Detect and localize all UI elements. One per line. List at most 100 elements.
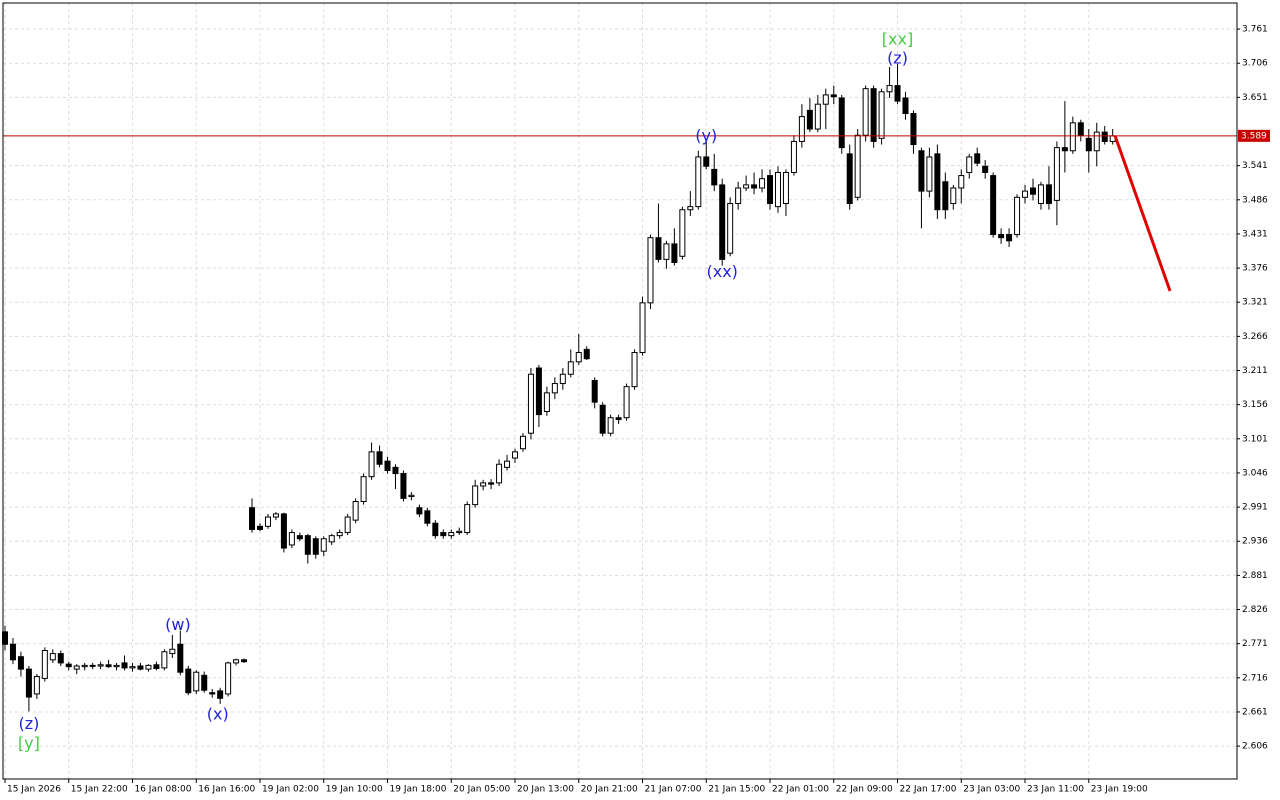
candle-body [751,184,758,189]
candle-body [1029,187,1036,195]
candle-body [878,91,885,139]
candle-body [249,507,256,530]
candle-body [1093,131,1100,152]
x-tick-label: 16 Jan 08:00 [134,785,191,795]
candle-body [233,659,240,664]
y-tick-label: 3.156 [1242,400,1268,410]
candle-body [368,451,375,478]
candle-body [527,373,534,434]
candle-body [918,150,925,192]
candle-body [743,184,750,189]
candle-body [89,664,96,667]
candle-body [456,530,463,534]
candle-body [177,643,184,673]
candle-body [137,665,144,670]
candle-body [280,513,287,549]
candle-body [583,348,590,360]
candle-body [719,184,726,260]
candle-body [543,392,550,412]
candle-body [296,535,303,540]
candle-body [591,379,598,403]
y-tick-label: 2.936 [1242,537,1268,547]
plot-frame [2,2,1238,780]
candle-body [950,187,957,205]
candle-body [1085,137,1092,152]
x-tick-label: 20 Jan 21:00 [581,785,638,795]
candle-body [671,243,678,263]
last-price-box [1238,129,1270,142]
candle-body [1101,131,1108,142]
candle-body [870,88,877,142]
y-tick-label: 3.046 [1242,468,1268,478]
last-price-label: 3.589 [1241,131,1267,141]
candle-body [496,463,503,484]
x-tick-label: 21 Jan 15:00 [708,785,765,795]
wave-label: [xx] [882,30,913,49]
candle-body [982,165,989,173]
candle-body [902,97,909,115]
wave-label: [y] [18,734,40,753]
candle-body [472,485,479,506]
candle-body [687,206,694,211]
candle-body [990,175,997,236]
candle-body [209,692,216,695]
x-tick-label: 23 Jan 11:00 [1027,785,1084,795]
candle-body [424,510,431,524]
candle-body [639,302,646,354]
candle-body [225,662,232,695]
candle-body [631,352,638,388]
candle-body [663,243,670,260]
candle-body [607,417,614,434]
candle-body [440,532,447,537]
candle-body [336,532,343,537]
candle-body [830,94,837,98]
candle-body [759,178,766,189]
candle-body [9,643,16,661]
candle-body [942,181,949,211]
x-tick-label: 19 Jan 10:00 [326,785,383,795]
candle-body [974,153,981,164]
candle-body [17,656,24,670]
y-tick-label: 2.826 [1242,605,1268,615]
candle-body [81,664,88,668]
candle-body [328,535,335,543]
y-tick-label: 3.706 [1242,59,1268,69]
x-tick-label: 22 Jan 17:00 [900,785,957,795]
candle-body [400,473,407,499]
x-tick-label: 19 Jan 18:00 [390,785,447,795]
projection-line [1113,135,1172,292]
candle-body [735,187,742,205]
candle-body [512,451,519,459]
candle-body [320,538,327,552]
candle-body [838,97,845,149]
candle-body [926,156,933,192]
candle-body [846,153,853,205]
x-tick-label: 19 Jan 02:00 [262,785,319,795]
candle-body [1061,147,1068,152]
candle-body [519,435,526,450]
candle-body [655,237,662,260]
candle-body [806,109,813,130]
candle-body [392,466,399,475]
y-tick-label: 3.101 [1242,434,1268,444]
candle-body [934,153,941,211]
candle-body [599,404,606,434]
marks: (z)[y](w)(x)(y)(xx)[xx](z) [1,30,1237,753]
candle-body [488,482,495,485]
x-tick-label: 20 Jan 05:00 [453,785,510,795]
candle-body [288,532,295,546]
candle-body [73,665,80,670]
candle-body [1022,190,1029,198]
candle-body [408,494,415,498]
y-tick-label: 3.266 [1242,332,1268,342]
y-tick-label: 2.991 [1242,503,1268,513]
x-tick-label: 23 Jan 19:00 [1091,785,1148,795]
wave-label: (z) [887,48,908,67]
candle-body [862,88,869,136]
wave-label: (x) [207,705,229,724]
candle-body [894,85,901,102]
candle-body [822,94,829,105]
candle-body [241,659,248,663]
